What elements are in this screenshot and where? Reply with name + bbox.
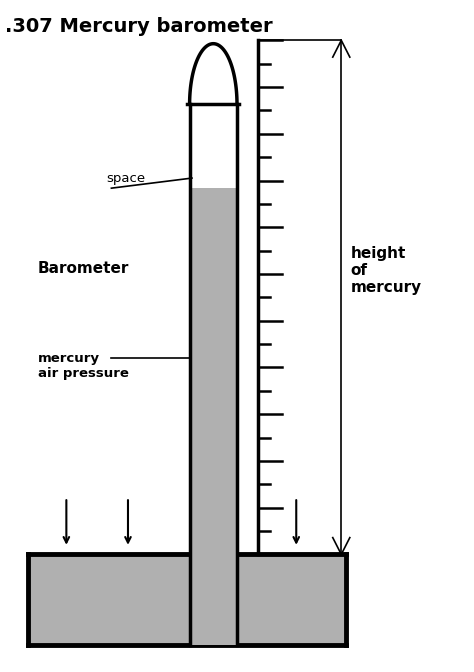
Text: Barometer: Barometer [38,261,129,276]
Bar [190,104,237,188]
Text: .307 Mercury barometer: .307 Mercury barometer [5,17,273,36]
Text: height
of
mercury: height of mercury [351,245,422,296]
Text: space: space [107,171,146,185]
Bar [28,554,346,645]
Text: mercury
air pressure: mercury air pressure [38,352,129,380]
Bar [190,188,237,645]
